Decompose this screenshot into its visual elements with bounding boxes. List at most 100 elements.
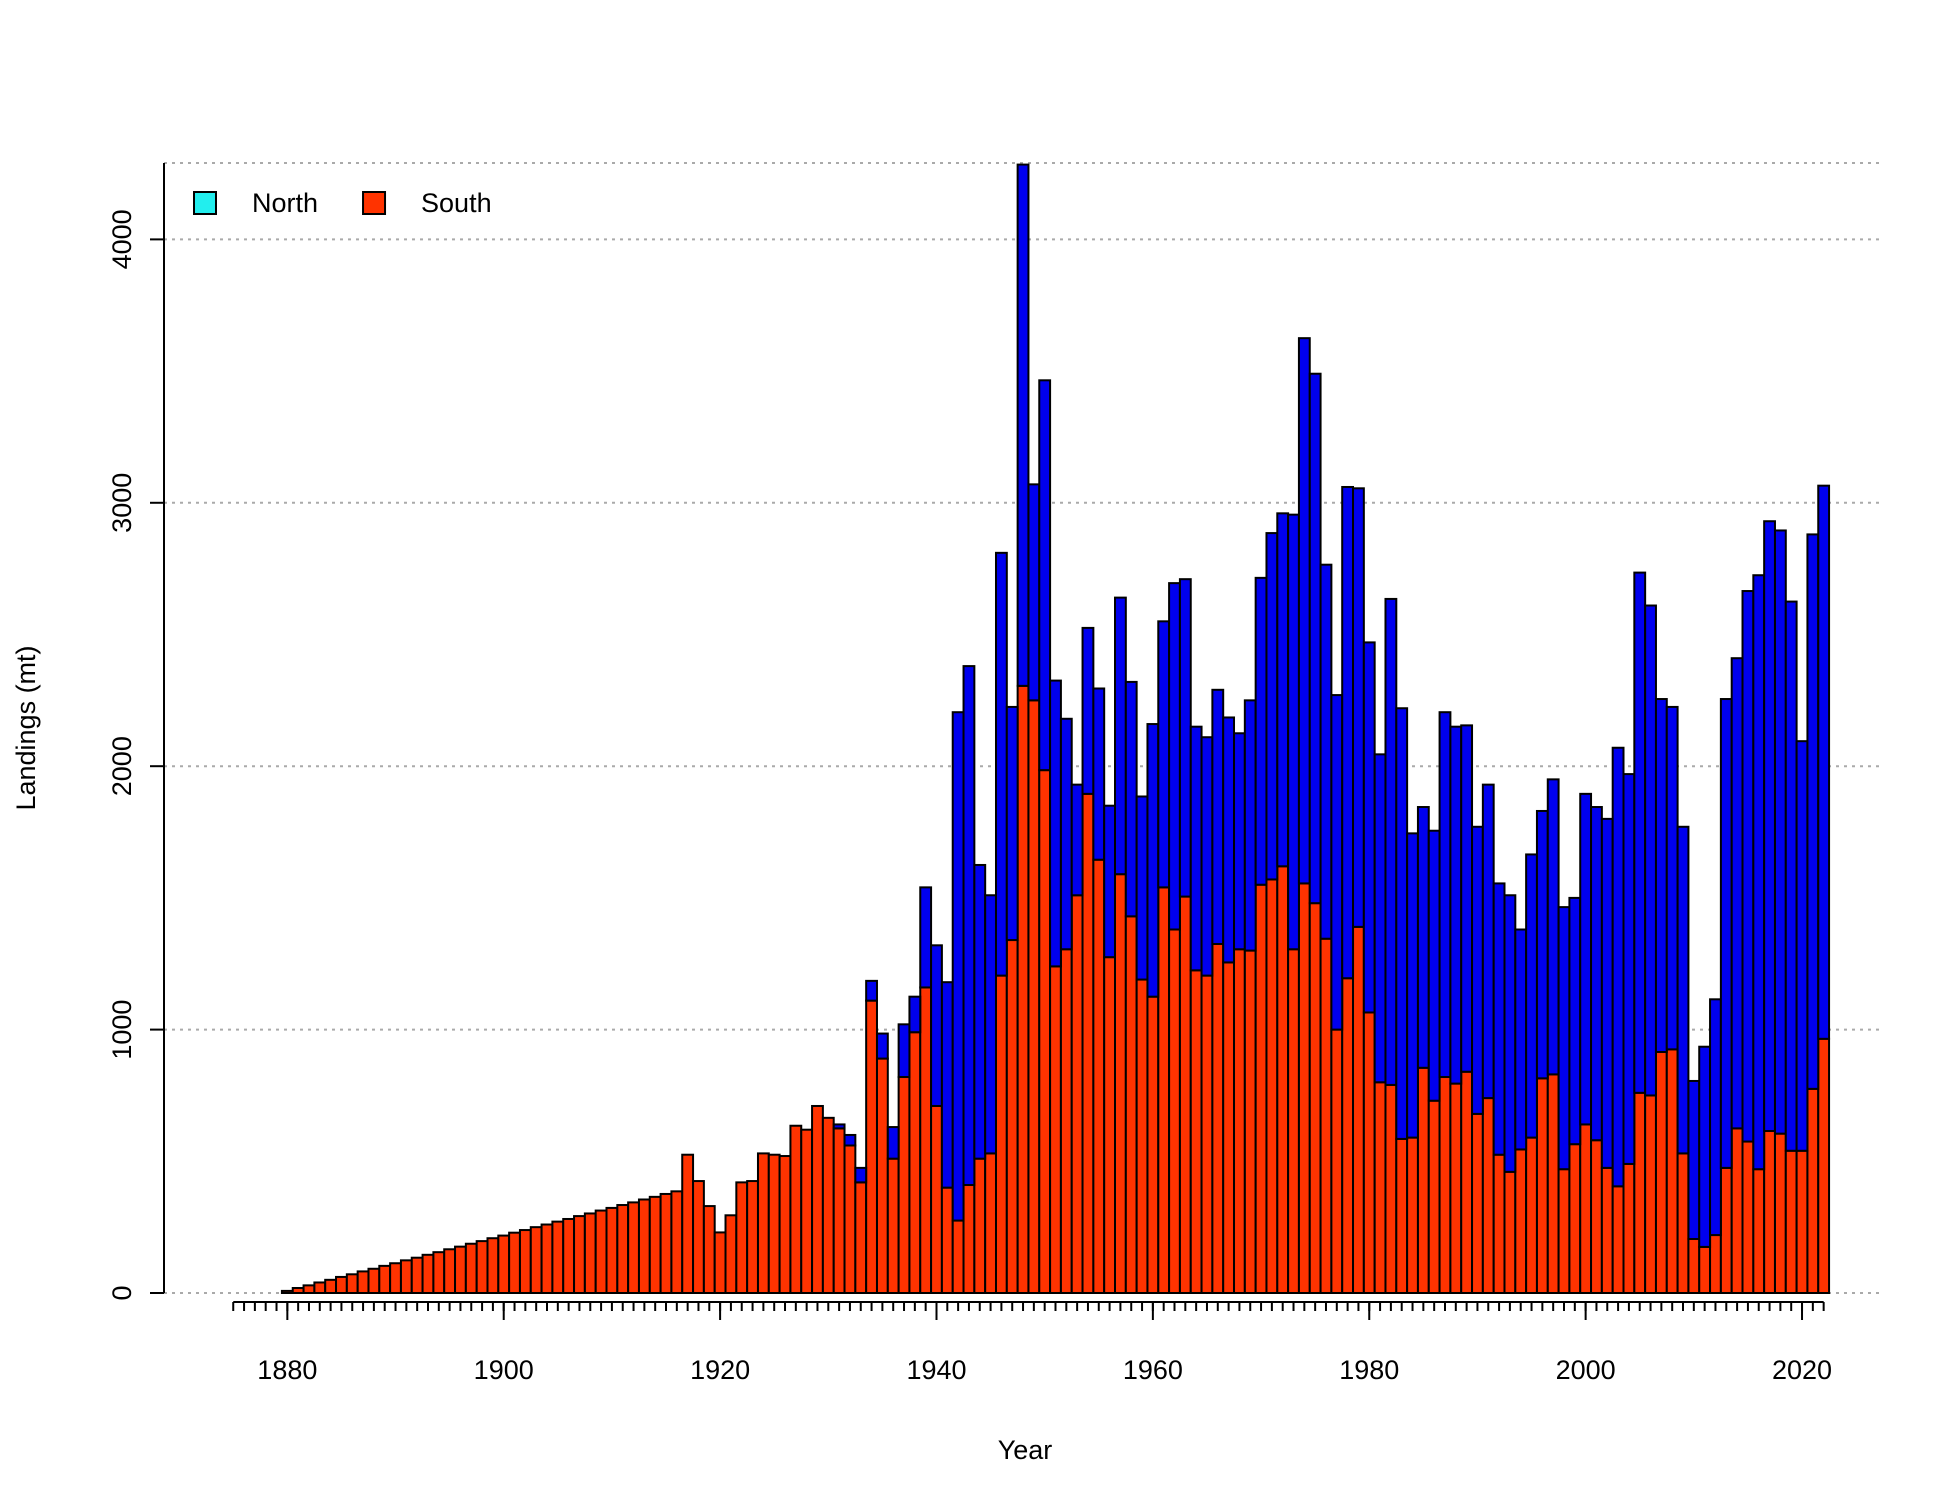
bar-segment xyxy=(1038,379,1052,772)
bar-segment xyxy=(1622,1162,1636,1294)
bar-segment xyxy=(735,1181,749,1294)
bar-segment xyxy=(1514,928,1528,1151)
bar-segment xyxy=(681,1153,695,1294)
x-tick-label: 1980 xyxy=(1339,1355,1399,1385)
bar-segment xyxy=(1222,961,1236,1294)
bar-segment xyxy=(1698,1245,1712,1294)
bar-segment xyxy=(1124,680,1138,918)
bar-segment xyxy=(1103,804,1117,959)
bar-segment xyxy=(811,1104,824,1294)
bar-segment xyxy=(1687,1238,1701,1294)
bar-segment xyxy=(1157,620,1171,889)
bar-segment xyxy=(637,1198,651,1294)
bar-segment xyxy=(1059,717,1073,951)
bar-segment xyxy=(724,1214,738,1294)
bar-segment xyxy=(756,1152,770,1294)
bar-segment xyxy=(1049,965,1062,1294)
bar-segment xyxy=(1611,746,1625,1188)
bar-segment xyxy=(475,1240,489,1294)
bar-segment xyxy=(1719,698,1733,1169)
bar-segment xyxy=(1654,1050,1668,1294)
bar-segment xyxy=(1806,533,1820,1090)
bar-segment xyxy=(908,1031,922,1294)
bar-segment xyxy=(843,1144,857,1294)
bar-segment xyxy=(1492,882,1506,1156)
bar-segment xyxy=(1146,995,1160,1294)
bar-segment xyxy=(1178,578,1192,898)
bar-segment xyxy=(1124,915,1138,1294)
bar-segment xyxy=(832,1123,846,1130)
bar-segment xyxy=(1200,736,1214,977)
bar-segment xyxy=(1600,817,1614,1169)
bar-segment xyxy=(540,1223,554,1294)
bar-segment xyxy=(1416,806,1430,1069)
bar-segment xyxy=(345,1273,359,1294)
bar-segment xyxy=(1676,1152,1690,1294)
bar-segment xyxy=(302,1284,316,1295)
bar-segment xyxy=(1709,1234,1722,1294)
bar-segment xyxy=(1752,1168,1766,1294)
bar-segment xyxy=(1525,853,1538,1139)
x-tick-label: 1960 xyxy=(1123,1355,1183,1385)
y-tick-label: 3000 xyxy=(107,473,137,533)
bar-segment xyxy=(399,1259,413,1295)
bar-segment xyxy=(984,1152,997,1294)
bar-segment xyxy=(1460,1070,1474,1294)
bar-segment xyxy=(875,1057,889,1294)
bar-segment xyxy=(1135,795,1149,981)
bar-segment xyxy=(1265,532,1279,881)
bar-segment xyxy=(854,1181,868,1294)
bar-segment xyxy=(1546,778,1560,1076)
bar-segment xyxy=(1330,694,1344,1031)
x-tick-label: 1880 xyxy=(257,1355,317,1385)
bar-segment xyxy=(1189,725,1203,972)
bar-segment xyxy=(940,981,954,1189)
bar-segment xyxy=(1481,783,1495,1100)
bar-segment xyxy=(1557,906,1571,1171)
bar-segment xyxy=(378,1264,392,1295)
bar-segment xyxy=(562,1217,576,1294)
bar-segment xyxy=(832,1127,846,1294)
bar-segment xyxy=(1698,1045,1712,1248)
bar-segment xyxy=(1687,1079,1701,1241)
bar-segment xyxy=(389,1262,402,1295)
bar-segment xyxy=(1438,1076,1452,1294)
bar-segment xyxy=(854,1166,868,1184)
bar-segment xyxy=(1579,1123,1593,1294)
legend-swatch xyxy=(193,191,217,215)
bar-segment xyxy=(1763,1130,1776,1294)
bar-segment xyxy=(919,886,933,989)
bar-segment xyxy=(1752,574,1766,1171)
bar-segment xyxy=(1795,1149,1809,1294)
bar-segment xyxy=(1341,977,1355,1294)
bar-segment xyxy=(1189,969,1203,1294)
bar-segment xyxy=(973,1157,987,1294)
bar-segment xyxy=(1546,1073,1560,1294)
bar-segment xyxy=(670,1190,684,1294)
bar-segment xyxy=(1492,1153,1506,1294)
bar-segment xyxy=(984,894,997,1155)
bar-segment xyxy=(1665,705,1679,1051)
bar-segment xyxy=(1590,806,1603,1142)
bar-segment xyxy=(1427,1099,1441,1294)
bar-segment xyxy=(583,1212,597,1295)
bar-segment xyxy=(356,1270,370,1294)
bar-segment xyxy=(1784,600,1798,1152)
bar-segment xyxy=(1016,684,1030,1294)
bar-segment xyxy=(843,1133,857,1147)
bar-segment xyxy=(1676,825,1690,1155)
bar-segment xyxy=(1438,711,1452,1079)
bar-segment xyxy=(464,1242,478,1294)
bar-segment xyxy=(1308,372,1322,905)
bar-segment xyxy=(1427,829,1441,1102)
bar-segment xyxy=(1579,792,1593,1126)
bar-segment xyxy=(659,1192,673,1294)
bar-segment xyxy=(1773,1132,1787,1294)
legend-label: North xyxy=(252,188,318,218)
bar-segment xyxy=(692,1180,705,1294)
bar-segment xyxy=(594,1209,608,1295)
bar-segment xyxy=(1297,337,1311,885)
bar-segment xyxy=(1741,590,1755,1143)
bar-segment xyxy=(1384,597,1398,1086)
bar-segment xyxy=(1092,858,1106,1295)
